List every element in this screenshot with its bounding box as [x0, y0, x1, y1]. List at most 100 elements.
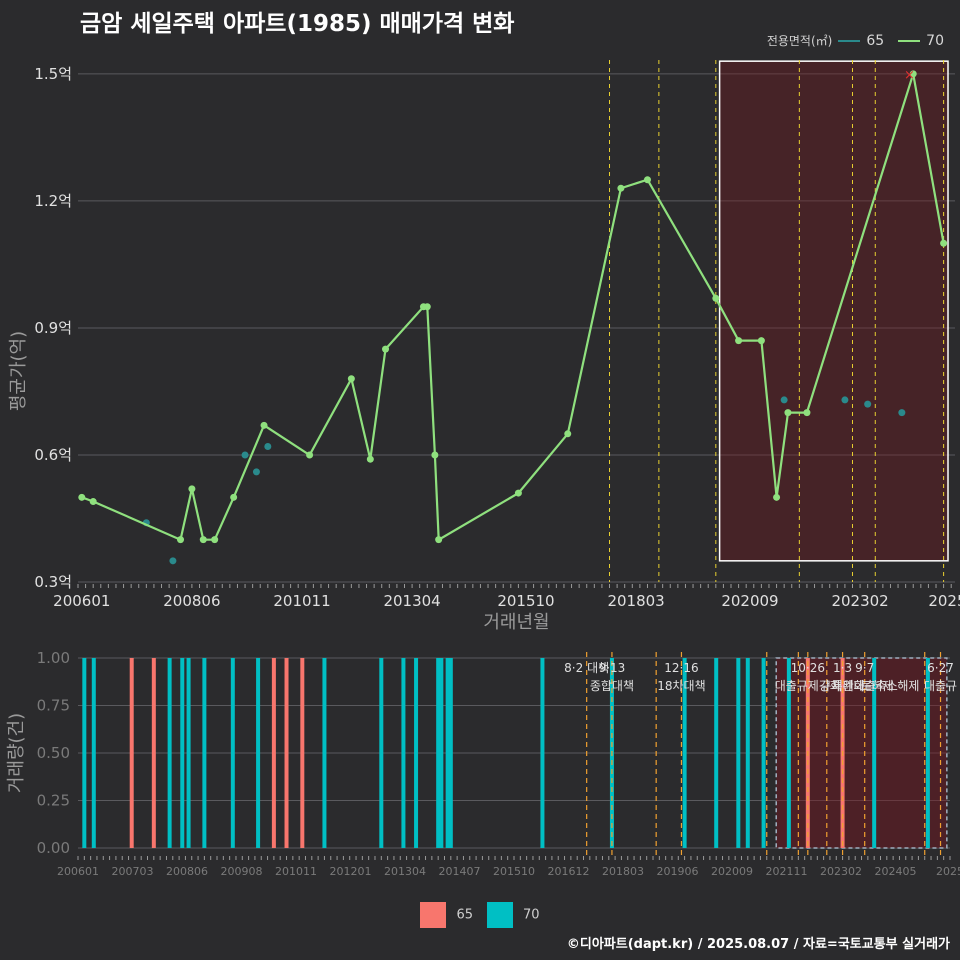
top-x-tick-label: 201803: [607, 592, 664, 610]
volume-bar-70: [682, 658, 687, 848]
volume-bar-70: [925, 658, 930, 848]
top-x-tick-label: 200601: [53, 592, 110, 610]
volume-bar-70: [745, 658, 750, 848]
series-70-point: [199, 536, 207, 544]
bottom-x-tick-label: 201011: [275, 865, 317, 878]
series-70-point: [211, 536, 219, 544]
top-highlight-box: [718, 60, 949, 562]
legend-title: 전용면적(㎡): [766, 34, 833, 48]
volume-bar-70: [448, 658, 453, 848]
volume-bar-70: [186, 658, 191, 848]
series-70-point: [177, 536, 185, 544]
legend-box-70: [487, 902, 513, 928]
series-65-point: [841, 396, 849, 404]
policy-annotation-date: 9·7: [855, 661, 874, 675]
volume-bar-70: [202, 658, 207, 848]
legend-bottom-label-70: 70: [523, 907, 540, 923]
volume-bar-70: [439, 658, 444, 848]
series-70-point: [940, 239, 948, 247]
policy-annotation-name: 대출규: [924, 679, 957, 693]
volume-bar-70: [322, 658, 327, 848]
bottom-x-tick-label: 200908: [221, 865, 263, 878]
series-65-point: [264, 443, 272, 450]
series-70-point: [909, 70, 917, 78]
volume-bar-70: [436, 658, 441, 848]
volume-bar-70: [167, 658, 172, 848]
volume-bar-70: [401, 658, 406, 848]
top-x-tick-label: 202009: [721, 592, 778, 610]
series-70-point: [564, 430, 572, 438]
chart-title: 금암 세일주택 아파트(1985) 매매가격 변화: [80, 11, 515, 37]
bottom-y-tick-label: 1.00: [37, 649, 70, 667]
bottom-x-tick-label: 200806: [166, 865, 208, 878]
volume-bar-70: [736, 658, 741, 848]
series-70-point: [89, 498, 97, 506]
volume-bar-70: [540, 658, 545, 848]
top-x-tick-label: 201304: [383, 592, 440, 610]
bottom-y-tick-label: 0.50: [37, 744, 70, 762]
bottom-x-tick-label: 201304: [384, 865, 426, 878]
bottom-x-tick-label: 201803: [602, 865, 644, 878]
series-65-point: [898, 409, 906, 417]
bottom-x-tick-label: 202009: [711, 865, 753, 878]
bottom-x-tick-label: 202405: [875, 865, 917, 878]
bottom-y-tick-label: 0.75: [37, 697, 70, 715]
series-70-line: [81, 73, 945, 542]
bottom-x-tick-label: 201612: [548, 865, 590, 878]
legend-swatch-70: [898, 39, 921, 42]
volume-bar-70: [714, 658, 719, 848]
series-70-point: [773, 493, 781, 501]
volume-bar-70: [82, 658, 87, 848]
top-y-tick-label: 0.9억: [34, 319, 72, 337]
bottom-highlight-box: [775, 657, 948, 849]
series-70-point: [431, 451, 439, 459]
series-70-point: [188, 485, 196, 493]
legend-box-65: [420, 902, 447, 928]
top-x-tick-label: 201510: [497, 592, 554, 610]
series-70-point: [260, 421, 268, 429]
volume-bar-70: [414, 658, 419, 848]
top-x-tick-label: 201011: [273, 592, 330, 610]
top-x-axis-label: 거래년월: [483, 612, 549, 633]
volume-bar-70: [180, 658, 185, 848]
series-70-point: [423, 303, 431, 311]
top-y-tick-label: 1.5억: [34, 65, 72, 83]
series-70-point: [735, 337, 743, 345]
top-y-tick-label: 1.2억: [34, 192, 72, 210]
top-y-tick-label: 0.3억: [34, 573, 72, 591]
policy-annotation-date: 6·27: [927, 661, 954, 675]
max-price-marker: ×: [904, 68, 915, 83]
series-70-point: [435, 536, 443, 544]
legend-label-65: 65: [866, 32, 885, 49]
series-70-point: [382, 345, 390, 353]
series-65-point: [864, 400, 872, 408]
volume-bar-70: [872, 658, 877, 848]
top-y-axis-label: 평균가(억): [8, 331, 29, 411]
series-70-point: [366, 455, 374, 463]
top-x-tick-label: 202302: [831, 592, 888, 610]
policy-annotation-name: 특례대출축소: [832, 679, 898, 693]
volume-bar-65: [129, 658, 134, 848]
legend-swatch-65: [838, 39, 861, 42]
policy-annotation-name: 대출규제강화: [775, 679, 841, 693]
series-65-point: [169, 557, 177, 565]
legend-bottom-label-65: 65: [456, 907, 473, 923]
volume-bar-70: [230, 658, 235, 848]
policy-annotation-date: 1·3: [833, 661, 852, 675]
top-x-tick-label: 2025: [928, 592, 960, 610]
source-credit: ©디아파트(dapt.kr) / 2025.08.07 / 자료=국토교통부 실…: [566, 937, 950, 952]
bottom-x-tick-label: 200703: [112, 865, 154, 878]
bottom-x-tick-label: 201510: [493, 865, 535, 878]
policy-annotation-date: 10·26: [791, 661, 825, 675]
series-65-point: [252, 468, 260, 476]
series-70-point: [514, 489, 522, 497]
bottom-x-tick-label: 2025: [936, 865, 960, 878]
series-70-point: [306, 451, 314, 459]
bottom-x-tick-label: 202302: [820, 865, 862, 878]
volume-bar-70: [91, 658, 96, 848]
policy-annotation-date: 12·16: [664, 661, 698, 675]
bottom-x-tick-label: 201201: [330, 865, 372, 878]
volume-bar-65: [271, 658, 276, 848]
volume-bar-70: [445, 658, 450, 848]
